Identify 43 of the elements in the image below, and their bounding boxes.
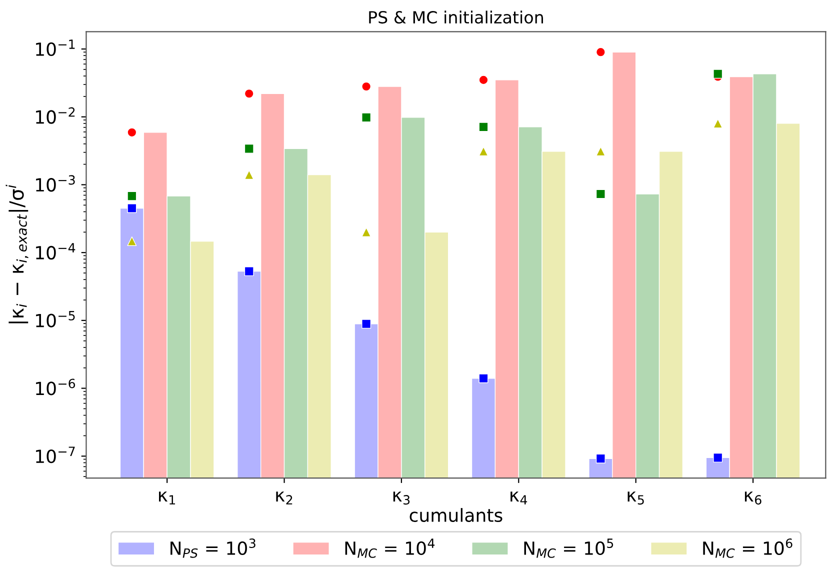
y-tick-label: 10$^{−7}$ [36,446,75,464]
legend-label: N$_{PS}$ = 10$^{3}$ [170,538,256,558]
point [362,82,372,92]
point [362,319,372,329]
point [596,454,606,464]
point [244,144,254,154]
x-tick-label: κ$_{2}$ [276,492,292,504]
point [127,236,137,246]
point [596,189,606,199]
chart-title: PS & MC initialization [369,10,543,24]
point [127,128,137,138]
point [596,47,606,57]
y-axis-title: |κ$_{i}$ − κ$_{i,exact}$|/σ$^{i}$ [6,184,28,324]
legend-label: N$_{MC}$ = 10$^{4}$ [345,538,435,558]
y-tick-label: 10$^{−6}$ [36,378,76,396]
x-tick-label: κ$_{5}$ [628,492,644,505]
point [127,204,137,213]
y-tick-label: 10$^{−1}$ [36,40,75,56]
legend-label: N$_{MC}$ = 10$^{6}$ [703,538,792,558]
point [478,146,488,156]
y-tick-label: 10$^{−2}$ [36,107,75,124]
point [127,191,137,201]
x-tick-label: κ$_{3}$ [393,492,410,505]
y-tick-label: 10$^{−3}$ [36,175,75,192]
x-tick-label: κ$_{1}$ [159,492,176,504]
point [244,170,254,180]
y-tick-label: 10$^{−4}$ [36,243,76,260]
point [244,88,254,98]
x-tick-label: κ$_{4}$ [510,492,528,504]
point [596,146,606,156]
x-axis-title: cumulants [410,508,502,522]
point [713,452,723,462]
y-tick-label: 10$^{−5}$ [36,311,75,328]
point [362,112,372,122]
point [713,118,723,128]
point [244,266,254,276]
point [478,122,488,132]
point [362,227,372,237]
x-tick-label: κ$_{6}$ [744,492,762,505]
point [713,69,723,79]
legend-label: N$_{MC}$ = 10$^{5}$ [524,538,614,558]
point [478,374,488,384]
point [478,75,488,85]
